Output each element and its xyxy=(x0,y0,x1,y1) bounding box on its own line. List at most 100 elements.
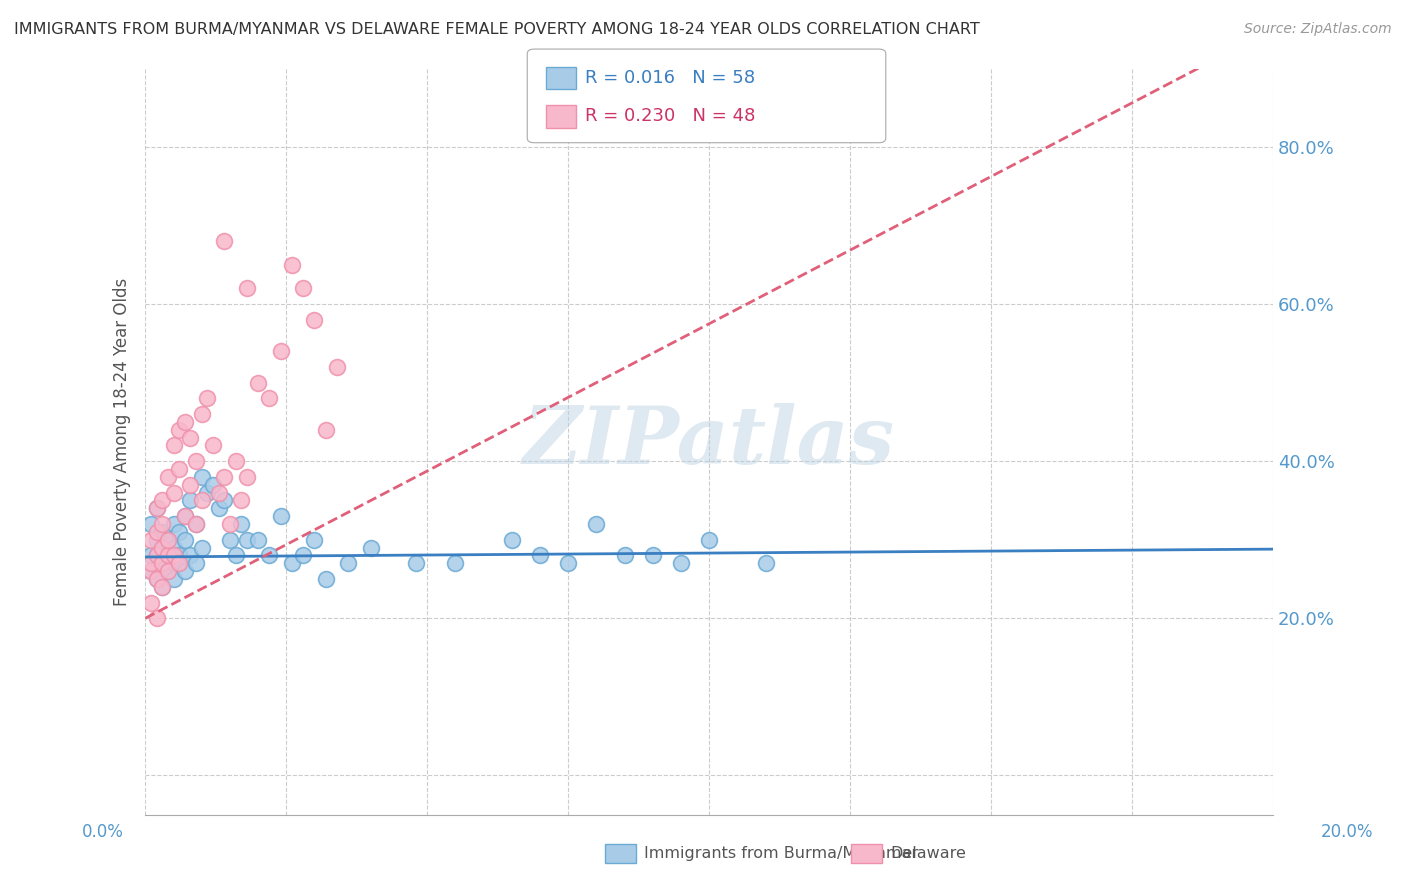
Point xyxy=(405,556,427,570)
Point xyxy=(145,533,167,547)
Point xyxy=(669,556,692,570)
Text: ZIPatlas: ZIPatlas xyxy=(523,403,896,480)
Text: R = 0.016   N = 58: R = 0.016 N = 58 xyxy=(585,69,755,87)
Point xyxy=(529,549,551,563)
Point xyxy=(184,454,207,468)
Point xyxy=(641,549,664,563)
Point xyxy=(173,415,195,429)
Point xyxy=(150,556,173,570)
Point xyxy=(139,564,162,578)
Point xyxy=(150,580,173,594)
Point xyxy=(337,556,360,570)
Point xyxy=(754,556,776,570)
Point xyxy=(179,493,201,508)
Point xyxy=(212,493,235,508)
Point xyxy=(184,516,207,531)
Point xyxy=(315,572,337,586)
Text: IMMIGRANTS FROM BURMA/MYANMAR VS DELAWARE FEMALE POVERTY AMONG 18-24 YEAR OLDS C: IMMIGRANTS FROM BURMA/MYANMAR VS DELAWAR… xyxy=(14,22,980,37)
Point xyxy=(236,533,259,547)
Point xyxy=(145,501,167,516)
Point xyxy=(145,611,167,625)
Point xyxy=(225,454,247,468)
Point xyxy=(162,549,184,563)
Point xyxy=(179,431,201,445)
Point xyxy=(207,501,229,516)
Point xyxy=(184,556,207,570)
Point xyxy=(139,564,162,578)
Point xyxy=(139,549,162,563)
Point xyxy=(156,533,179,547)
Text: Source: ZipAtlas.com: Source: ZipAtlas.com xyxy=(1244,22,1392,37)
Point xyxy=(139,595,162,609)
Point xyxy=(173,564,195,578)
Point xyxy=(247,533,270,547)
Point xyxy=(231,493,253,508)
Point xyxy=(201,438,224,452)
Point xyxy=(259,549,281,563)
Point xyxy=(145,501,167,516)
Point xyxy=(259,392,281,406)
Point xyxy=(150,516,173,531)
Point xyxy=(150,541,173,555)
Point xyxy=(231,516,253,531)
Point xyxy=(162,556,184,570)
Point xyxy=(236,281,259,295)
Point xyxy=(212,235,235,249)
Point xyxy=(162,572,184,586)
Point xyxy=(292,281,315,295)
Point xyxy=(212,470,235,484)
Point xyxy=(173,509,195,524)
Point xyxy=(190,493,212,508)
Point xyxy=(173,509,195,524)
Point xyxy=(585,516,607,531)
Point xyxy=(501,533,523,547)
Point xyxy=(270,344,292,359)
Point xyxy=(281,258,304,272)
Point xyxy=(156,470,179,484)
Point xyxy=(139,556,162,570)
Point xyxy=(150,556,173,570)
Point xyxy=(145,549,167,563)
Point xyxy=(613,549,636,563)
Point xyxy=(219,533,242,547)
Point xyxy=(162,485,184,500)
Point xyxy=(225,549,247,563)
Point xyxy=(195,392,218,406)
Point xyxy=(145,524,167,539)
Point xyxy=(304,533,326,547)
Point xyxy=(190,470,212,484)
Point xyxy=(195,485,218,500)
Point xyxy=(156,564,179,578)
Point xyxy=(150,541,173,555)
Point xyxy=(162,516,184,531)
Point xyxy=(326,359,349,374)
Point xyxy=(139,516,162,531)
Point xyxy=(444,556,467,570)
Text: Immigrants from Burma/Myanmar: Immigrants from Burma/Myanmar xyxy=(644,847,918,861)
Point xyxy=(167,462,190,476)
Point xyxy=(156,564,179,578)
Text: 20.0%: 20.0% xyxy=(1320,822,1374,840)
Point xyxy=(167,556,190,570)
Point xyxy=(179,549,201,563)
Point xyxy=(145,572,167,586)
Point xyxy=(156,549,179,563)
Point xyxy=(139,533,162,547)
Point xyxy=(201,477,224,491)
Point xyxy=(184,516,207,531)
Point xyxy=(270,509,292,524)
Point xyxy=(360,541,382,555)
Point xyxy=(150,493,173,508)
Point xyxy=(167,556,190,570)
Point xyxy=(162,438,184,452)
Point xyxy=(150,580,173,594)
Point xyxy=(247,376,270,390)
Point xyxy=(145,572,167,586)
Point xyxy=(697,533,720,547)
Point xyxy=(557,556,579,570)
Point xyxy=(162,541,184,555)
Point xyxy=(304,313,326,327)
Point xyxy=(190,541,212,555)
Point xyxy=(156,533,179,547)
Point xyxy=(207,485,229,500)
